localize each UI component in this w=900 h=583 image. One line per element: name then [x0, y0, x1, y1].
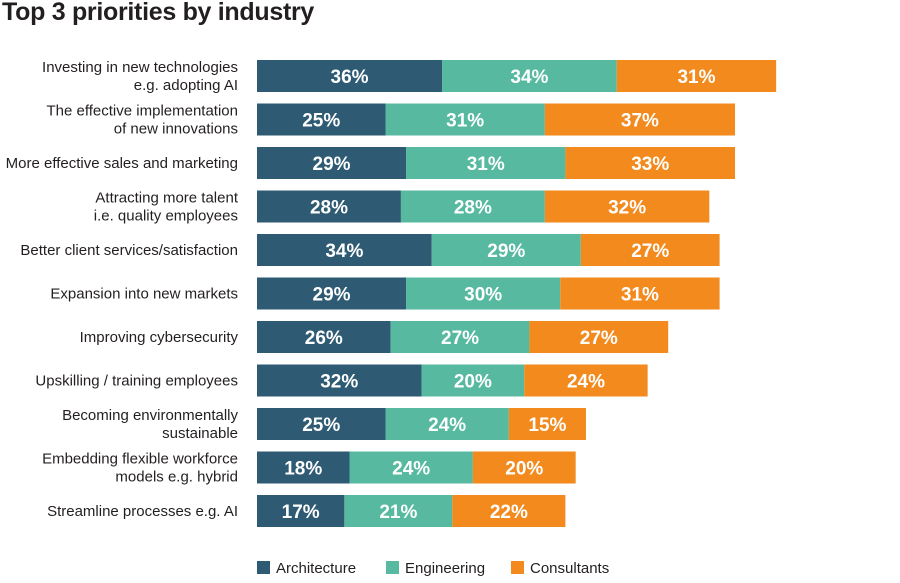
category-label: Upskilling / training employees: [35, 373, 238, 390]
bar-segment-architecture: [257, 234, 432, 266]
legend-swatch-architecture: [257, 561, 270, 574]
data-label: 34%: [510, 67, 548, 88]
data-label: 32%: [608, 198, 646, 219]
data-label: 31%: [621, 285, 659, 306]
bar-segment-architecture: [257, 277, 407, 310]
data-label: 31%: [467, 154, 505, 175]
data-label: 26%: [305, 328, 343, 349]
bar-segment-architecture: [257, 495, 345, 527]
category-label: Embedding flexible workforce: [42, 451, 238, 468]
bar-segment-consultants: [452, 495, 566, 527]
category-label: Streamline processes e.g. AI: [47, 503, 238, 520]
chart-title: Top 3 priorities by industry: [2, 0, 315, 26]
category-label: Better client services/satisfaction: [20, 242, 238, 259]
category-label: e.g. adopting AI: [134, 77, 238, 94]
bar-segment-consultants: [529, 321, 669, 353]
data-label: 24%: [392, 459, 430, 480]
bar-segment-engineering: [400, 190, 545, 223]
data-label: 25%: [302, 111, 340, 132]
data-label: 29%: [487, 241, 525, 262]
category-label: of new innovations: [114, 121, 238, 138]
data-label: 31%: [677, 67, 715, 88]
bar-segment-engineering: [385, 103, 545, 136]
data-label: 33%: [631, 154, 669, 175]
bar-segment-architecture: [257, 364, 422, 397]
category-label: More effective sales and marketing: [6, 155, 238, 172]
data-label: 25%: [302, 415, 340, 436]
bar-segment-architecture: [257, 451, 350, 484]
bar-segment-engineering: [421, 364, 525, 397]
bar-segment-consultants: [544, 103, 736, 136]
data-label: 27%: [631, 241, 669, 262]
data-label: 28%: [310, 198, 348, 219]
legend-label-consultants: Consultants: [530, 560, 609, 577]
bar-segment-consultants: [508, 408, 586, 440]
bar-segment-consultants: [580, 234, 720, 266]
data-label: 18%: [284, 459, 322, 480]
data-label: 34%: [325, 241, 363, 262]
legend-swatch-consultants: [511, 561, 524, 574]
data-label: 22%: [490, 502, 528, 523]
data-label: 17%: [282, 502, 320, 523]
bar-segment-engineering: [406, 147, 566, 179]
bar-segment-consultants: [560, 277, 720, 310]
bar-segment-architecture: [257, 190, 401, 223]
data-label: 24%: [428, 415, 466, 436]
bar-segment-engineering: [442, 60, 617, 92]
bar-segment-engineering: [349, 451, 473, 484]
category-label: i.e. quality employees: [94, 208, 238, 225]
data-label: 27%: [441, 328, 479, 349]
category-label: models e.g. hybrid: [115, 469, 238, 486]
data-label: 20%: [454, 372, 492, 393]
bar-segment-engineering: [344, 495, 453, 527]
bar-segment-architecture: [257, 103, 386, 136]
bar-segment-consultants: [616, 60, 777, 92]
category-label: The effective implementation: [47, 103, 239, 120]
bar-segment-architecture: [257, 408, 386, 440]
data-label: 24%: [567, 372, 605, 393]
category-label: Expansion into new markets: [50, 286, 238, 303]
category-label: Improving cybersecurity: [80, 329, 239, 346]
bar-segment-consultants: [472, 451, 576, 484]
bar-segment-consultants: [544, 190, 710, 223]
data-label: 32%: [320, 372, 358, 393]
bar-segment-architecture: [257, 147, 407, 179]
data-label: 36%: [331, 67, 369, 88]
data-label: 31%: [446, 111, 484, 132]
data-label: 15%: [528, 415, 566, 436]
data-label: 20%: [505, 459, 543, 480]
data-label: 27%: [580, 328, 618, 349]
data-label: 28%: [454, 198, 492, 219]
legend-swatch-engineering: [386, 561, 399, 574]
legend-label-architecture: Architecture: [276, 560, 356, 577]
bar-segment-engineering: [385, 408, 509, 440]
category-label: sustainable: [162, 425, 238, 442]
legend-label-engineering: Engineering: [405, 560, 485, 577]
bar-segment-architecture: [257, 60, 443, 92]
bar-segment-architecture: [257, 321, 391, 353]
category-label: Attracting more talent: [95, 190, 238, 207]
category-label: Investing in new technologies: [42, 59, 238, 76]
category-label: Becoming environmentally: [62, 407, 238, 424]
bar-segment-engineering: [431, 234, 581, 266]
data-label: 21%: [379, 502, 417, 523]
bar-segment-consultants: [524, 364, 648, 397]
data-label: 37%: [621, 111, 659, 132]
data-label: 29%: [313, 285, 351, 306]
data-label: 29%: [313, 154, 351, 175]
data-label: 30%: [464, 285, 502, 306]
bar-segment-consultants: [565, 147, 736, 179]
bar-segment-engineering: [406, 277, 561, 310]
bar-segment-engineering: [390, 321, 530, 353]
